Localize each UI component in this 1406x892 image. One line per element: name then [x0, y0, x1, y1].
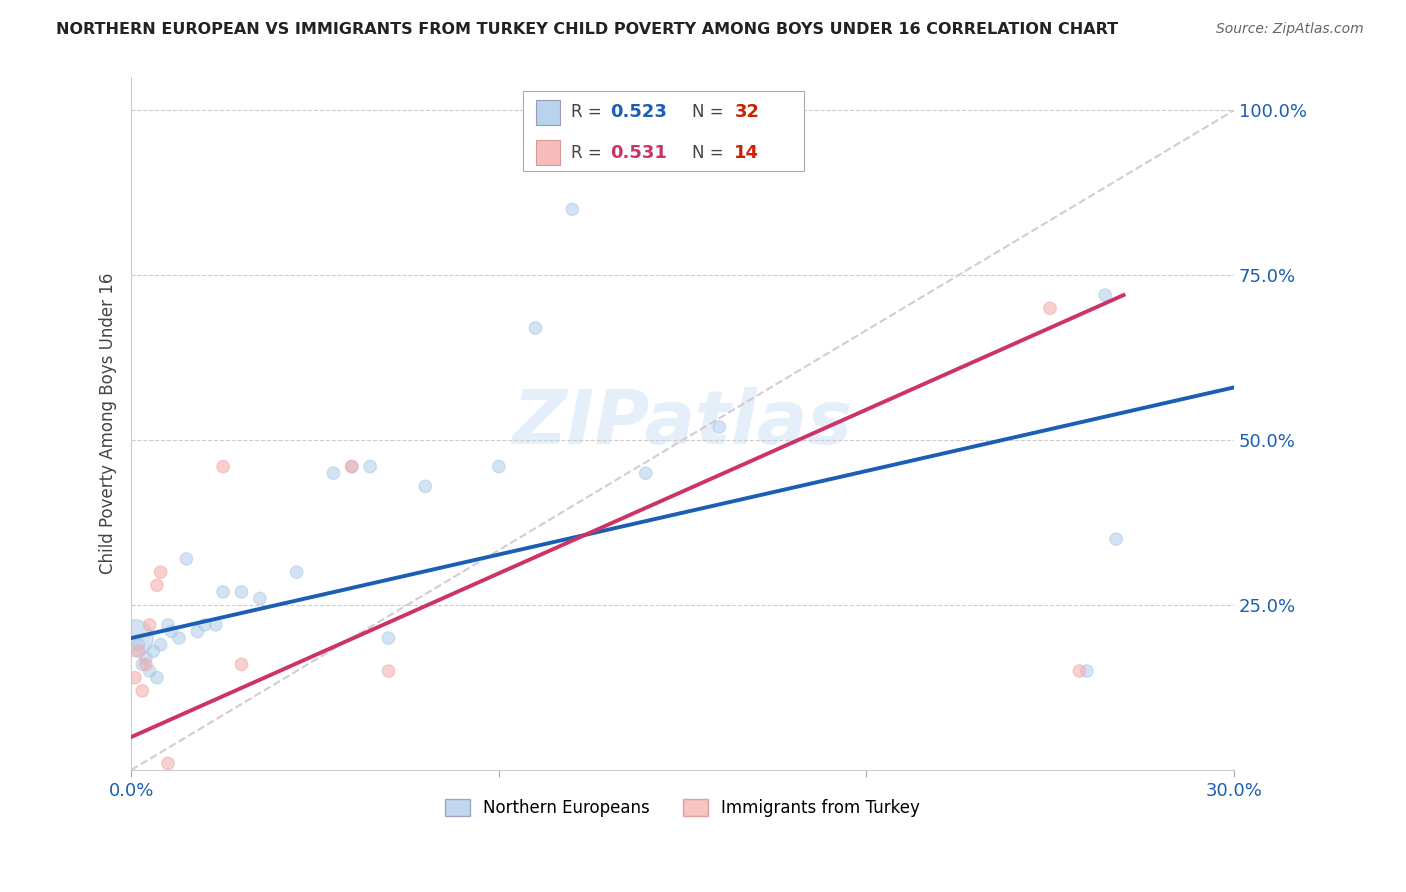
Point [377, 664, 399, 678]
Point [1069, 664, 1091, 678]
Point [524, 321, 547, 335]
FancyBboxPatch shape [523, 91, 804, 171]
Point [488, 459, 510, 474]
Point [249, 591, 271, 606]
Point [124, 671, 146, 685]
Point [1094, 288, 1116, 302]
Point [149, 638, 172, 652]
Text: 0.531: 0.531 [610, 144, 666, 162]
Text: Source: ZipAtlas.com: Source: ZipAtlas.com [1216, 22, 1364, 37]
Point [146, 578, 169, 592]
Point [1105, 532, 1128, 546]
Point [186, 624, 208, 639]
Text: ZIPatlas: ZIPatlas [513, 387, 852, 460]
Point [709, 420, 731, 434]
Point [146, 671, 169, 685]
Point [135, 651, 157, 665]
Point [212, 459, 235, 474]
Point [340, 459, 363, 474]
Point [167, 631, 190, 645]
Point [204, 618, 226, 632]
Text: NORTHERN EUROPEAN VS IMMIGRANTS FROM TURKEY CHILD POVERTY AMONG BOYS UNDER 16 CO: NORTHERN EUROPEAN VS IMMIGRANTS FROM TUR… [56, 22, 1118, 37]
Text: 32: 32 [734, 103, 759, 121]
Point [128, 644, 150, 658]
Point [142, 644, 165, 658]
Point [340, 459, 363, 474]
Text: N =: N = [692, 144, 730, 162]
Point [156, 618, 179, 632]
Point [131, 657, 153, 672]
Text: N =: N = [692, 103, 730, 121]
Point [1076, 664, 1098, 678]
Point [160, 624, 183, 639]
Point [1039, 301, 1062, 316]
Point [131, 683, 153, 698]
Text: R =: R = [571, 144, 607, 162]
Point [413, 479, 436, 493]
Point [561, 202, 583, 217]
Bar [536, 140, 560, 165]
Point [138, 618, 160, 632]
Point [377, 631, 399, 645]
Y-axis label: Child Poverty Among Boys Under 16: Child Poverty Among Boys Under 16 [100, 273, 117, 574]
Point [359, 459, 381, 474]
Point [322, 466, 344, 480]
Point [231, 657, 253, 672]
Point [149, 565, 172, 579]
Point [231, 585, 253, 599]
Point [212, 585, 235, 599]
Legend: Northern Europeans, Immigrants from Turkey: Northern Europeans, Immigrants from Turk… [439, 792, 927, 824]
Point [634, 466, 657, 480]
Point [156, 756, 179, 771]
Point [194, 618, 217, 632]
Bar [536, 100, 560, 125]
Point [135, 657, 157, 672]
Point [138, 664, 160, 678]
Text: 14: 14 [734, 144, 759, 162]
Point [285, 565, 308, 579]
Point [128, 638, 150, 652]
Point [124, 631, 146, 645]
Text: R =: R = [571, 103, 607, 121]
Text: 0.523: 0.523 [610, 103, 666, 121]
Point [176, 552, 198, 566]
